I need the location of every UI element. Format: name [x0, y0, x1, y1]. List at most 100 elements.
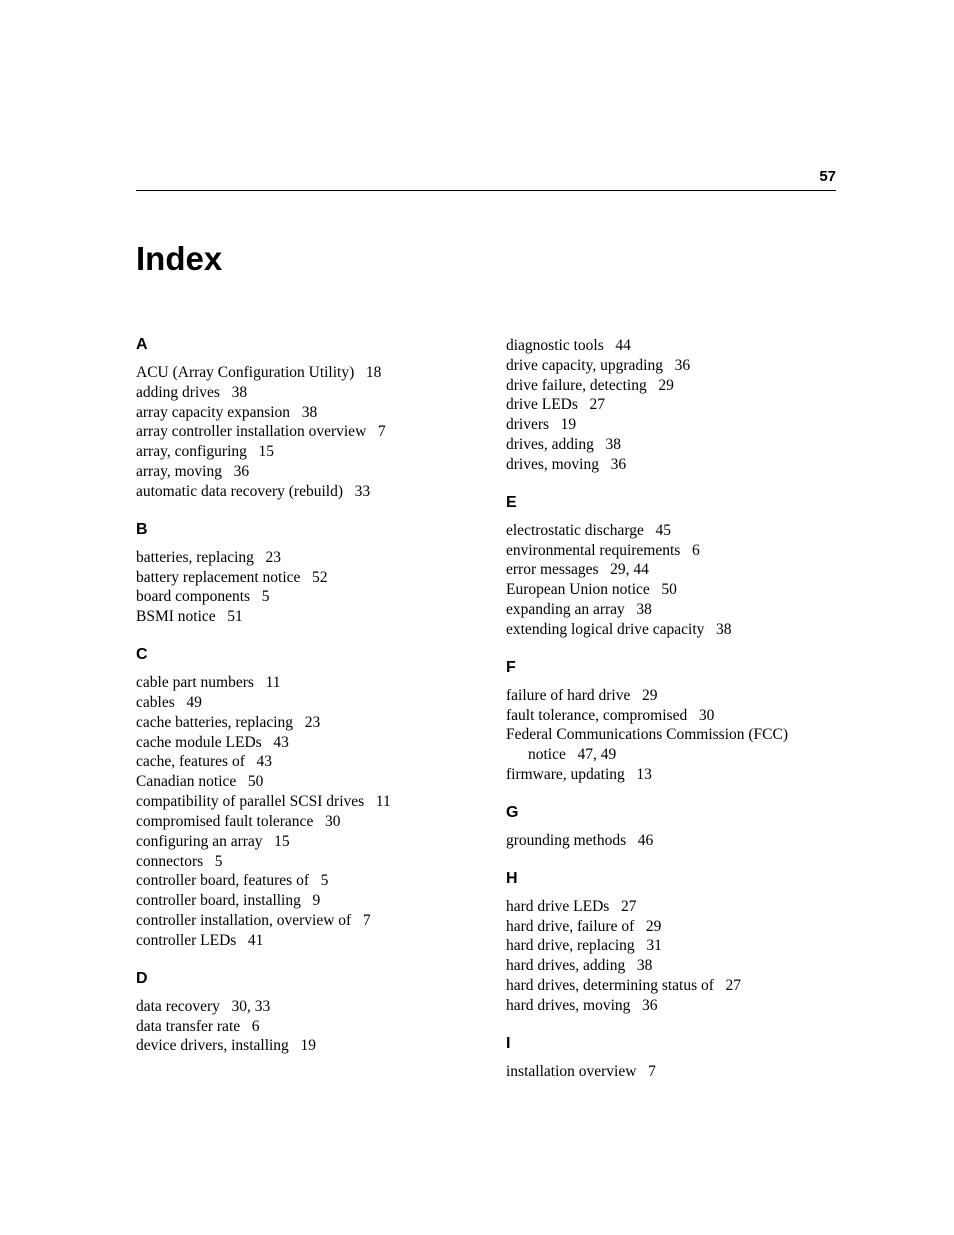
- index-entry: Canadian notice 50: [136, 772, 466, 792]
- index-entry-term: drives, moving: [506, 456, 599, 473]
- index-letter-heading: G: [506, 804, 836, 822]
- index-entry-term: automatic data recovery (rebuild): [136, 483, 343, 500]
- index-entry: BSMI notice 51: [136, 607, 466, 627]
- index-entry: hard drive, replacing 31: [506, 936, 836, 956]
- index-entry: compromised fault tolerance 30: [136, 812, 466, 832]
- index-columns: AACU (Array Configuration Utility) 18add…: [136, 336, 836, 1082]
- index-entry: batteries, replacing 23: [136, 548, 466, 568]
- index-entry: connectors 5: [136, 852, 466, 872]
- index-entry-term: controller installation, overview of: [136, 912, 351, 929]
- index-entry: ACU (Array Configuration Utility) 18: [136, 363, 466, 383]
- index-letter-heading: E: [506, 494, 836, 512]
- index-entry-pages: 29: [642, 687, 658, 704]
- index-entry-term: cables: [136, 694, 175, 711]
- index-entry-term: BSMI notice: [136, 608, 216, 625]
- index-entry-pages: 15: [274, 833, 290, 850]
- index-entry-term: European Union notice: [506, 581, 650, 598]
- index-entry: battery replacement notice 52: [136, 568, 466, 588]
- index-entry-pages: 29, 44: [610, 561, 649, 578]
- index-entry-term: controller LEDs: [136, 932, 236, 949]
- index-entry: expanding an array 38: [506, 600, 836, 620]
- index-entry-term: firmware, updating: [506, 766, 625, 783]
- index-entry-term: hard drive, failure of: [506, 918, 634, 935]
- index-entry-pages: 13: [636, 766, 652, 783]
- index-entry: automatic data recovery (rebuild) 33: [136, 482, 466, 502]
- index-entry-pages: 27: [621, 898, 637, 915]
- index-entry: controller LEDs 41: [136, 931, 466, 951]
- index-entry: hard drives, adding 38: [506, 956, 836, 976]
- index-entry-pages: 43: [273, 734, 289, 751]
- index-entry-pages: 23: [305, 714, 321, 731]
- index-entry-pages: 49: [186, 694, 202, 711]
- index-entry-pages: 43: [256, 753, 272, 770]
- index-entry-pages: 29: [646, 918, 662, 935]
- index-entry: cable part numbers 11: [136, 673, 466, 693]
- index-entry: array capacity expansion 38: [136, 403, 466, 423]
- index-entry-term: adding drives: [136, 384, 220, 401]
- index-entry-term: error messages: [506, 561, 599, 578]
- index-entry: cache, features of 43: [136, 752, 466, 772]
- index-entry-term: hard drives, moving: [506, 997, 630, 1014]
- index-entry-term: extending logical drive capacity: [506, 621, 704, 638]
- index-entry-pages: 38: [716, 621, 732, 638]
- index-entry: installation overview 7: [506, 1062, 836, 1082]
- index-entry: failure of hard drive 29: [506, 686, 836, 706]
- index-entry-pages: 30: [325, 813, 341, 830]
- index-entry-term: connectors: [136, 853, 203, 870]
- index-entry-term: drivers: [506, 416, 549, 433]
- index-entry: cache batteries, replacing 23: [136, 713, 466, 733]
- index-column: AACU (Array Configuration Utility) 18add…: [136, 336, 466, 1082]
- index-entry-pages: 36: [611, 456, 627, 473]
- index-entry-pages: 7: [378, 423, 386, 440]
- index-entry: diagnostic tools 44: [506, 336, 836, 356]
- index-entry-term: ACU (Array Configuration Utility): [136, 364, 354, 381]
- index-entry: environmental requirements 6: [506, 541, 836, 561]
- index-entry-pages: 30, 33: [232, 998, 271, 1015]
- index-entry: hard drive LEDs 27: [506, 897, 836, 917]
- index-entry: data transfer rate 6: [136, 1017, 466, 1037]
- index-letter-heading: I: [506, 1035, 836, 1053]
- index-entry-term: hard drive, replacing: [506, 937, 635, 954]
- index-entry-pages: 36: [642, 997, 658, 1014]
- index-entry: drive failure, detecting 29: [506, 376, 836, 396]
- index-entry-term: compromised fault tolerance: [136, 813, 313, 830]
- index-entry: controller board, features of 5: [136, 871, 466, 891]
- index-entry: firmware, updating 13: [506, 765, 836, 785]
- index-entry: hard drives, determining status of 27: [506, 976, 836, 996]
- index-entry: error messages 29, 44: [506, 560, 836, 580]
- index-entry-term: cache batteries, replacing: [136, 714, 293, 731]
- index-letter-heading: B: [136, 521, 466, 539]
- index-entry-term: cable part numbers: [136, 674, 254, 691]
- index-entry-pages: 47, 49: [578, 746, 617, 763]
- index-entry-pages: 11: [266, 674, 281, 691]
- index-entry-pages: 18: [366, 364, 382, 381]
- index-entry-pages: 7: [363, 912, 371, 929]
- index-entry-pages: 27: [590, 396, 606, 413]
- index-letter-heading: H: [506, 870, 836, 888]
- index-entry-pages: 11: [376, 793, 391, 810]
- index-entry-pages: 33: [355, 483, 371, 500]
- index-entry-term: electrostatic discharge: [506, 522, 644, 539]
- index-entry: European Union notice 50: [506, 580, 836, 600]
- index-entry-term: fault tolerance, compromised: [506, 707, 687, 724]
- index-entry: adding drives 38: [136, 383, 466, 403]
- index-entry-pages: 9: [313, 892, 321, 909]
- index-entry-pages: 5: [262, 588, 270, 605]
- page-number: 57: [819, 168, 836, 185]
- header-rule: [136, 190, 836, 191]
- index-entry-term: expanding an array: [506, 601, 625, 618]
- index-entry: drive capacity, upgrading 36: [506, 356, 836, 376]
- index-entry-pages: 38: [636, 601, 652, 618]
- index-entry-term: failure of hard drive: [506, 687, 630, 704]
- index-entry: array controller installation overview 7: [136, 422, 466, 442]
- index-entry-term: drive failure, detecting: [506, 377, 647, 394]
- index-entry-term: drive capacity, upgrading: [506, 357, 663, 374]
- index-entry-term: drive LEDs: [506, 396, 578, 413]
- index-entry: compatibility of parallel SCSI drives 11: [136, 792, 466, 812]
- index-entry-pages: 6: [692, 542, 700, 559]
- index-letter-heading: D: [136, 970, 466, 988]
- index-letter-heading: F: [506, 659, 836, 677]
- index-entry-term: installation overview: [506, 1063, 636, 1080]
- index-entry-term: device drivers, installing: [136, 1037, 289, 1054]
- index-entry-term: cache module LEDs: [136, 734, 262, 751]
